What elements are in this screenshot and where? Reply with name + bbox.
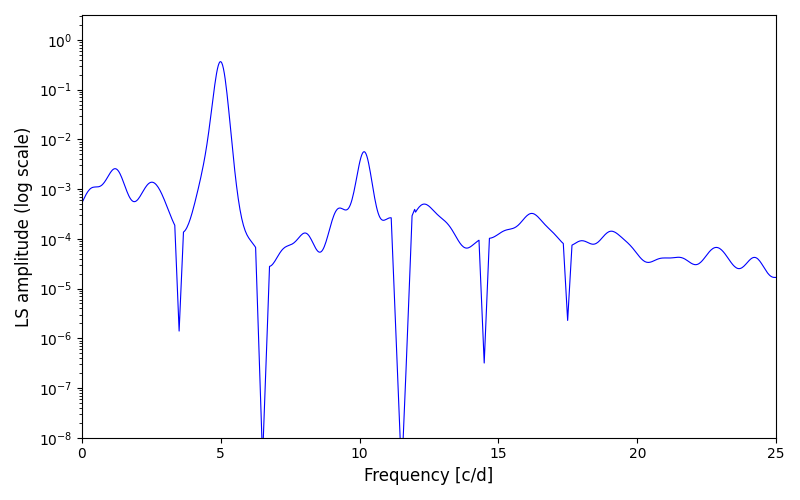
- X-axis label: Frequency [c/d]: Frequency [c/d]: [364, 467, 494, 485]
- Y-axis label: LS amplitude (log scale): LS amplitude (log scale): [15, 126, 33, 326]
